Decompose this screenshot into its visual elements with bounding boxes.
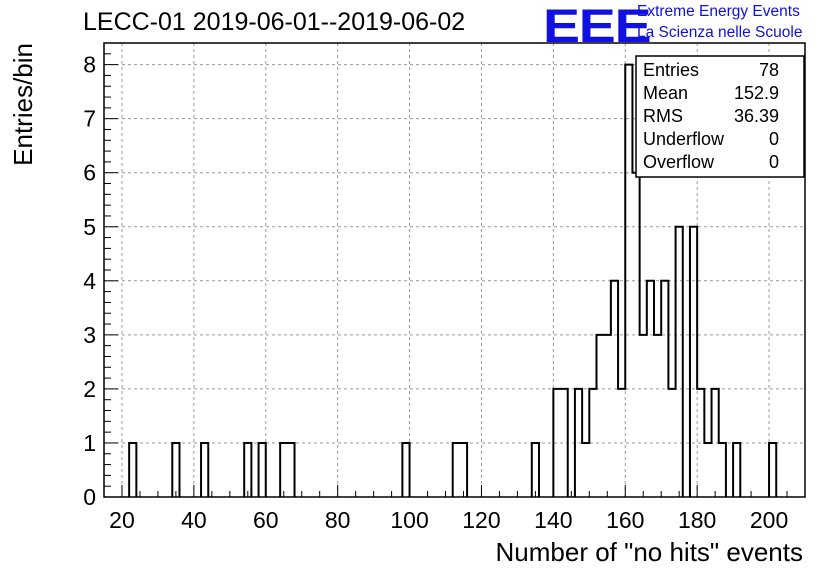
- histogram-series: [128, 63, 778, 497]
- x-tick-label: 80: [325, 507, 351, 533]
- stat-rms-value: 36.39: [733, 106, 779, 126]
- stat-overflow-label: Overflow: [643, 152, 715, 172]
- y-tick-label: 8: [83, 52, 96, 78]
- histogram-bin: [733, 443, 740, 497]
- histogram-bin: [625, 65, 632, 497]
- histogram-bin: [632, 173, 639, 497]
- y-tick-label: 2: [83, 376, 96, 402]
- histogram-bin: [575, 389, 582, 497]
- histogram-bin: [661, 281, 668, 497]
- x-axis-label: Number of "no hits" events: [496, 537, 804, 567]
- stat-mean-label: Mean: [643, 83, 689, 103]
- x-tick-label: 20: [109, 507, 135, 533]
- y-tick-label: 0: [83, 484, 96, 510]
- x-tick-label: 100: [390, 507, 428, 533]
- y-tick-label: 6: [83, 160, 96, 186]
- histogram-bin: [589, 389, 596, 497]
- histogram-bin: [402, 443, 409, 497]
- x-tick-label: 180: [678, 507, 716, 533]
- histogram-bin: [697, 389, 704, 497]
- y-axis-label: Entries/bin: [8, 43, 38, 166]
- histogram-bin: [129, 443, 136, 497]
- histogram-bin: [611, 281, 618, 497]
- histogram-bin: [704, 443, 711, 497]
- histogram-bin: [712, 389, 719, 497]
- x-tick-label: 160: [606, 507, 644, 533]
- logo-text-line-2: La Scienza nelle Scuole: [637, 24, 803, 41]
- x-tick-label: 120: [462, 507, 500, 533]
- histogram-bin: [654, 335, 661, 497]
- x-tick-label: 140: [534, 507, 572, 533]
- histogram-bin: [244, 443, 251, 497]
- stat-mean-value: 152.9: [733, 83, 779, 103]
- histogram-bin: [604, 335, 611, 497]
- histogram-bin: [676, 227, 683, 497]
- y-tick-label: 3: [83, 322, 96, 348]
- logo-text-line-1: Extreme Energy Events: [637, 3, 800, 20]
- stats-box: [635, 55, 805, 178]
- histogram-bin: [561, 389, 568, 497]
- stat-entries-label: Entries: [643, 60, 700, 80]
- stat-rms-label: RMS: [643, 106, 683, 126]
- histogram-bin: [596, 335, 603, 497]
- histogram-bin: [287, 443, 294, 497]
- eee-logo: EEE: [543, 0, 652, 52]
- histogram-bin: [453, 443, 460, 497]
- histogram-bin: [719, 443, 726, 497]
- stat-overflow-value: 0: [768, 152, 779, 172]
- y-tick-label: 4: [83, 268, 96, 294]
- y-tick-label: 1: [83, 430, 96, 456]
- histogram-bin: [280, 443, 287, 497]
- histogram-bin: [532, 443, 539, 497]
- stat-underflow-label: Underflow: [643, 129, 725, 149]
- x-tick-label: 40: [181, 507, 207, 533]
- histogram-bin: [668, 389, 675, 497]
- histogram-bin: [172, 443, 179, 497]
- y-tick-label: 5: [83, 214, 96, 240]
- y-tick-label: 7: [83, 106, 96, 132]
- stat-entries-value: 78: [758, 60, 779, 80]
- stat-underflow-value: 0: [768, 129, 779, 149]
- histogram-bin: [582, 443, 589, 497]
- histogram-bin: [201, 443, 208, 497]
- histogram-bin: [259, 443, 266, 497]
- histogram-bin: [553, 389, 560, 497]
- histogram-bin: [769, 443, 776, 497]
- histogram-bin: [460, 443, 467, 497]
- histogram-bin: [618, 389, 625, 497]
- histogram-bin: [647, 281, 654, 497]
- x-tick-label: 200: [750, 507, 788, 533]
- histogram-bin: [640, 335, 647, 497]
- chart-title: LECC-01 2019-06-01--2019-06-02: [83, 8, 466, 36]
- histogram-bin: [690, 227, 697, 497]
- x-tick-label: 60: [253, 507, 279, 533]
